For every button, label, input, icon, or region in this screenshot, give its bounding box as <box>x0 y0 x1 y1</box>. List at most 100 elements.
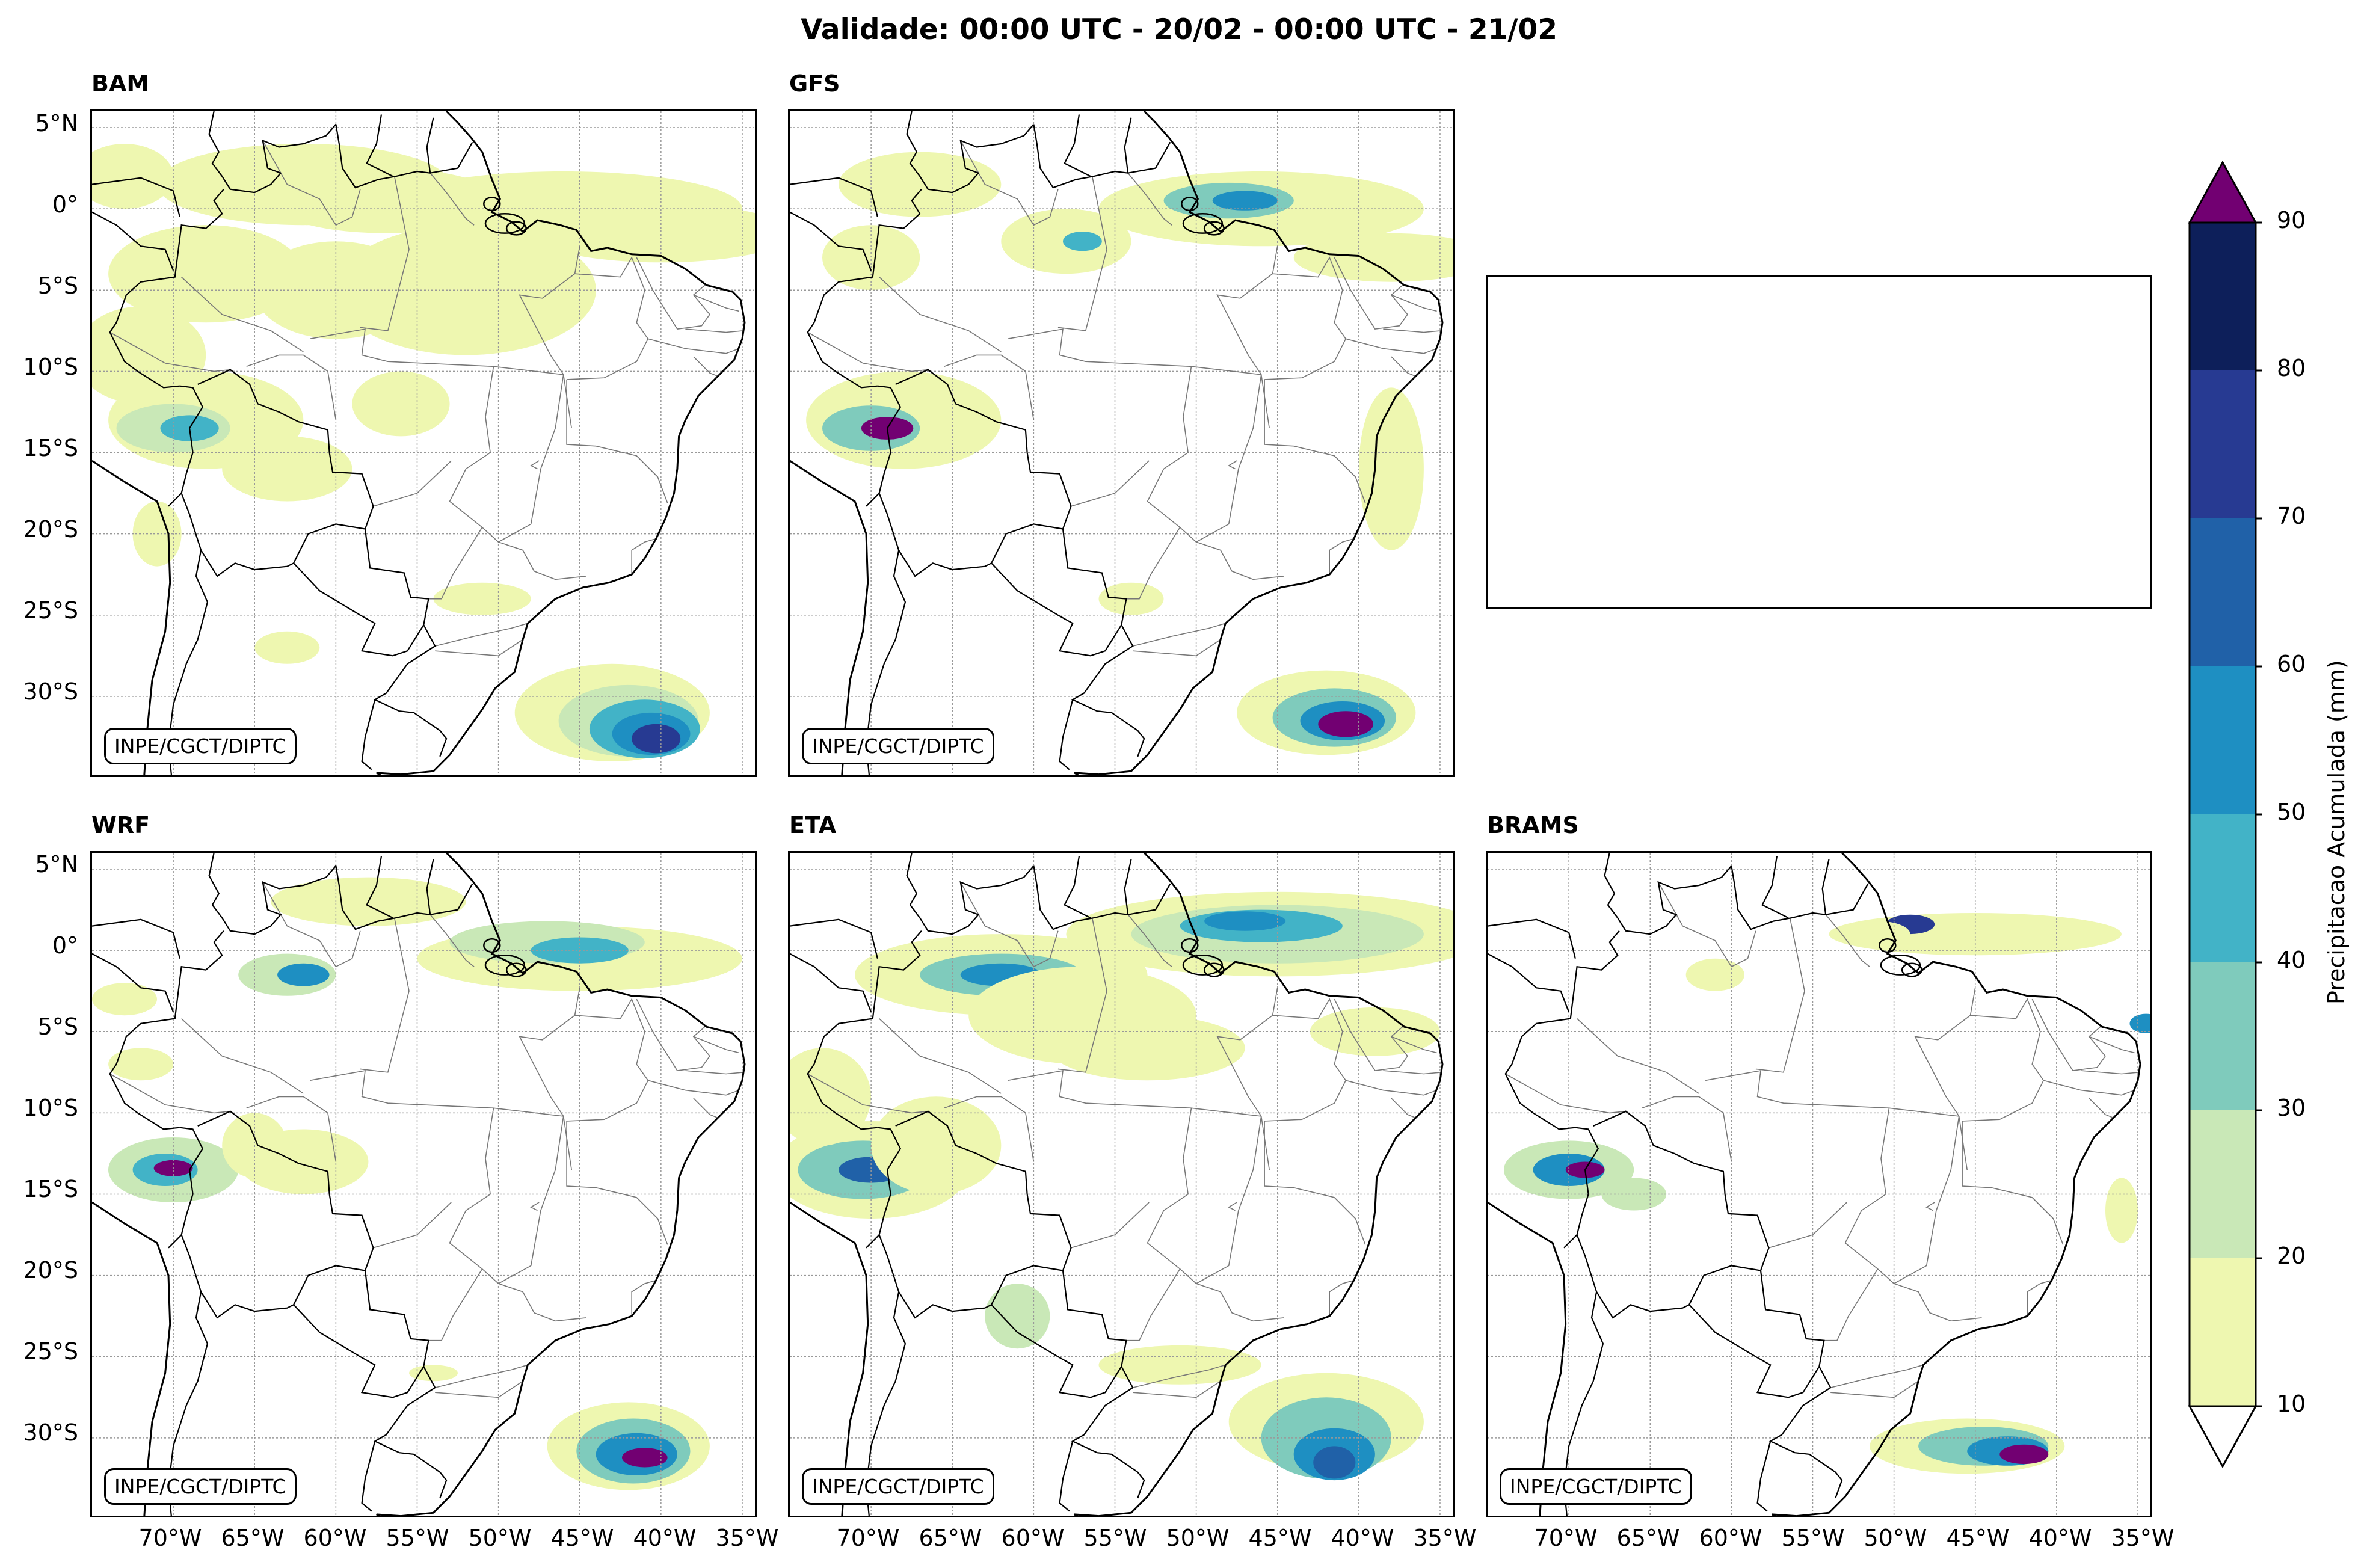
country-border <box>1033 124 1171 189</box>
state-border <box>498 1283 586 1322</box>
state-border <box>1383 1070 1442 1075</box>
state-border <box>1658 882 1756 968</box>
lat-label: 15°S <box>23 435 78 461</box>
state-border <box>1228 460 1237 470</box>
state-border <box>631 538 656 575</box>
state-border <box>636 998 710 1071</box>
state-border <box>1127 173 1172 226</box>
state-border <box>1228 1202 1237 1211</box>
country-border <box>335 865 473 930</box>
coastline <box>790 853 1444 1516</box>
country-border <box>1124 117 1132 173</box>
island-outline <box>1203 962 1225 977</box>
country-border <box>1504 930 1620 1130</box>
state-border <box>1133 639 1221 657</box>
country-border <box>109 930 224 1130</box>
state-border <box>1057 917 1107 1073</box>
country-border <box>1033 865 1171 930</box>
lon-label: 45°W <box>550 1525 614 1551</box>
colorbar-segment <box>2190 223 2256 370</box>
state-border <box>1962 998 2045 1122</box>
country-border <box>866 1234 880 1249</box>
state-border <box>944 1096 1035 1162</box>
colorbar-segment <box>2190 370 2256 518</box>
state-border <box>1383 328 1442 333</box>
state-border <box>1391 356 1416 377</box>
state-border <box>262 140 361 226</box>
island-outline <box>484 213 526 234</box>
island-outline <box>484 955 526 976</box>
country-border <box>1731 865 1869 930</box>
precip-contour <box>622 1448 668 1468</box>
state-border <box>1329 538 1354 575</box>
colorbar-label: Precipitacao Acumulada (mm) <box>2323 660 2350 1004</box>
precipitation-field <box>790 891 1453 1481</box>
map-canvas <box>790 111 1453 775</box>
colorbar-segment <box>2190 814 2256 962</box>
country-border <box>92 177 180 217</box>
state-border <box>1755 917 1805 1073</box>
island-outline <box>1181 938 1199 953</box>
credit-label: INPE/CGCT/DIPTC <box>104 728 297 764</box>
precip-contour <box>336 225 596 355</box>
figure-title: Validade: 00:00 UTC - 20/02 - 00:00 UTC … <box>801 13 1557 46</box>
lon-label: 60°W <box>303 1525 367 1551</box>
lon-label: 35°W <box>2111 1525 2175 1551</box>
state-border <box>1889 1107 1968 1170</box>
state-border <box>181 1018 304 1094</box>
lon-label: 45°W <box>1946 1525 2010 1551</box>
precip-contour <box>632 724 681 754</box>
state-border <box>1505 1073 1626 1114</box>
state-border <box>1391 294 1437 312</box>
colorbar-segment <box>2190 518 2256 666</box>
lon-label: 35°W <box>1413 1525 1477 1551</box>
precip-contour <box>1999 1444 2049 1465</box>
state-border <box>181 277 304 352</box>
colorbar-tick: 10 <box>2277 1391 2306 1417</box>
country-border <box>92 953 174 1013</box>
precip-contour <box>409 1365 458 1382</box>
precipitation-field <box>806 152 1453 755</box>
state-border <box>1264 379 1366 503</box>
panel-title-bam: BAM <box>91 70 150 97</box>
lon-label: 70°W <box>836 1525 900 1551</box>
lat-label: 20°S <box>23 1257 78 1284</box>
credit-label: INPE/CGCT/DIPTC <box>1500 1468 1692 1505</box>
colorbar-tick: 50 <box>2277 799 2306 825</box>
state-border <box>530 1202 540 1211</box>
state-border <box>1133 1364 1226 1388</box>
state-border <box>1705 988 1976 1285</box>
state-border <box>1007 246 1278 543</box>
country-border <box>991 529 1127 657</box>
state-border <box>1824 1268 1879 1341</box>
precip-contour <box>839 152 1002 217</box>
lon-label: 70°W <box>138 1525 202 1551</box>
state-border <box>1126 527 1181 600</box>
state-border <box>2027 1279 2052 1317</box>
country-border <box>373 1366 448 1499</box>
state-border <box>309 988 580 1285</box>
state-border <box>566 379 668 503</box>
state-border <box>1007 988 1278 1285</box>
precip-contour <box>1685 958 1744 991</box>
state-border <box>1264 1121 1366 1245</box>
country-border <box>1064 856 1091 919</box>
state-border <box>636 257 710 330</box>
island-outline <box>483 938 501 953</box>
lon-label: 55°W <box>1083 1525 1147 1551</box>
state-border <box>493 1107 572 1170</box>
state-border <box>1133 623 1226 647</box>
colorbar-over-triangle <box>2188 160 2258 224</box>
state-border <box>567 998 649 1122</box>
country-border <box>208 111 337 194</box>
country-border <box>179 1110 374 1319</box>
state-border <box>262 882 361 968</box>
state-border <box>1345 1080 1437 1096</box>
country-border <box>168 493 182 507</box>
country-border <box>1688 1270 1825 1398</box>
state-border <box>1057 176 1107 331</box>
lon-label: 65°W <box>919 1525 982 1551</box>
island-outline <box>1880 955 1921 976</box>
colorbar-tick: 70 <box>2277 503 2306 529</box>
country-border <box>208 853 337 935</box>
